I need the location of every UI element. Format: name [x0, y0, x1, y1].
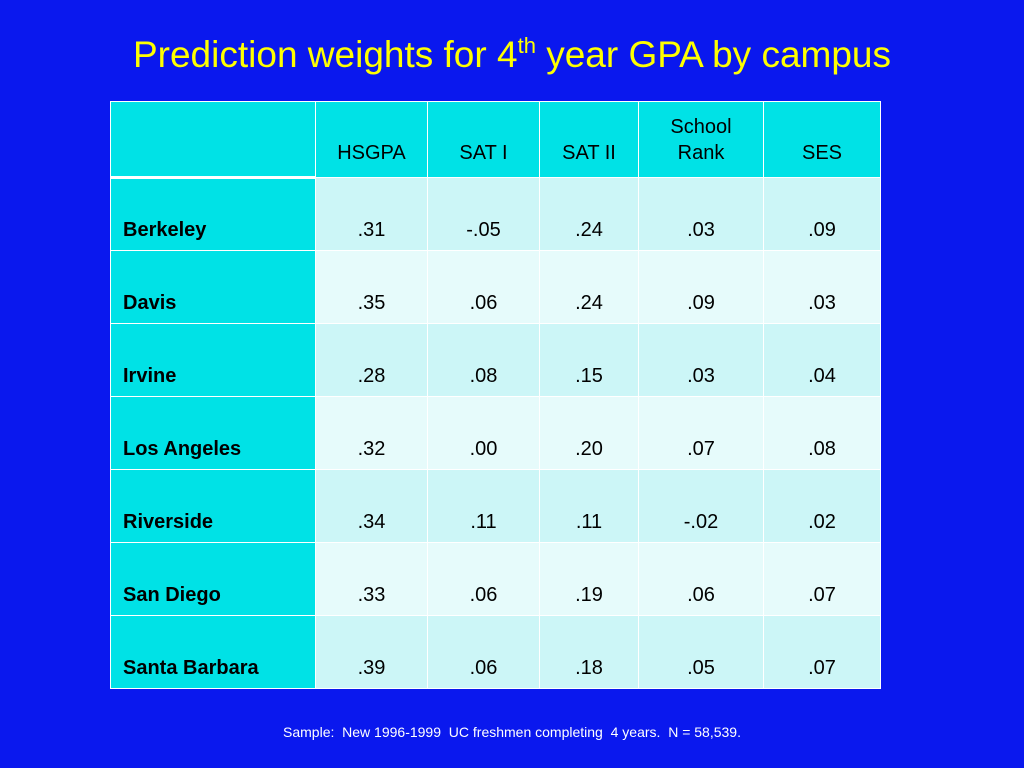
prediction-weights-table: HSGPA SAT I SAT II School Rank SES Berkel… [110, 101, 881, 689]
cell-school-rank: .09 [638, 250, 764, 324]
cell-hsgpa: .39 [315, 615, 428, 689]
header-sat-1: SAT I [427, 101, 540, 178]
cell-school-rank: -.02 [638, 469, 764, 543]
cell-sat-2: .24 [539, 250, 639, 324]
table-header-row: HSGPA SAT I SAT II School Rank SES [110, 101, 881, 179]
header-line1: School [670, 116, 732, 138]
table-row-los-angeles: Los Angeles .32 .00 .20 .07 .08 [110, 396, 881, 470]
header-line2: Rank [677, 142, 725, 164]
cell-sat-1: .08 [427, 323, 540, 397]
cell-ses: .04 [763, 323, 881, 397]
cell-school-rank: .05 [638, 615, 764, 689]
cell-school-rank: .07 [638, 396, 764, 470]
cell-sat-1: .06 [427, 615, 540, 689]
table-row-irvine: Irvine .28 .08 .15 .03 .04 [110, 323, 881, 397]
campus-label: Irvine [110, 323, 316, 397]
table-row-santa-barbara: Santa Barbara .39 .06 .18 .05 .07 [110, 615, 881, 689]
header-line2: HSGPA [337, 142, 406, 164]
title-rest: year GPA by campus [535, 34, 892, 75]
header-line2: SES [801, 142, 843, 164]
title-main: Prediction weights for 4 [132, 34, 518, 75]
cell-sat-1: .00 [427, 396, 540, 470]
cell-sat-1: .06 [427, 542, 540, 616]
cell-ses: .07 [763, 615, 881, 689]
cell-school-rank: .03 [638, 323, 764, 397]
cell-ses: .09 [763, 177, 881, 251]
header-ses: SES [763, 101, 881, 178]
cell-sat-2: .11 [539, 469, 639, 543]
cell-sat-2: .18 [539, 615, 639, 689]
table-row-riverside: Riverside .34 .11 .11 -.02 .02 [110, 469, 881, 543]
slide-title: Prediction weights for 4th year GPA by c… [0, 30, 1024, 80]
header-corner-cell [110, 101, 316, 179]
cell-sat-1: .11 [427, 469, 540, 543]
header-line2: SAT II [562, 142, 616, 164]
cell-school-rank: .03 [638, 177, 764, 251]
campus-label: San Diego [110, 542, 316, 616]
campus-label: Berkeley [110, 177, 316, 251]
cell-ses: .08 [763, 396, 881, 470]
header-line2: SAT I [459, 142, 508, 164]
cell-hsgpa: .34 [315, 469, 428, 543]
header-hsgpa: HSGPA [315, 101, 428, 178]
table-row-san-diego: San Diego .33 .06 .19 .06 .07 [110, 542, 881, 616]
cell-ses: .07 [763, 542, 881, 616]
cell-school-rank: .06 [638, 542, 764, 616]
sample-footnote: Sample: New 1996-1999 UC freshmen comple… [283, 724, 741, 740]
cell-sat-1: -.05 [427, 177, 540, 251]
table-row-davis: Davis .35 .06 .24 .09 .03 [110, 250, 881, 324]
cell-sat-1: .06 [427, 250, 540, 324]
cell-ses: .02 [763, 469, 881, 543]
cell-sat-2: .19 [539, 542, 639, 616]
header-sat-2: SAT II [539, 101, 639, 178]
cell-hsgpa: .28 [315, 323, 428, 397]
campus-label: Davis [110, 250, 316, 324]
cell-sat-2: .15 [539, 323, 639, 397]
cell-sat-2: .24 [539, 177, 639, 251]
campus-label: Riverside [110, 469, 316, 543]
cell-sat-2: .20 [539, 396, 639, 470]
campus-label: Santa Barbara [110, 615, 316, 689]
cell-hsgpa: .31 [315, 177, 428, 251]
table-row-berkeley: Berkeley .31 -.05 .24 .03 .09 [110, 177, 881, 251]
campus-label: Los Angeles [110, 396, 316, 470]
cell-ses: .03 [763, 250, 881, 324]
cell-hsgpa: .33 [315, 542, 428, 616]
cell-hsgpa: .32 [315, 396, 428, 470]
header-school-rank: School Rank [638, 101, 764, 178]
title-superscript: th [517, 33, 536, 58]
cell-hsgpa: .35 [315, 250, 428, 324]
